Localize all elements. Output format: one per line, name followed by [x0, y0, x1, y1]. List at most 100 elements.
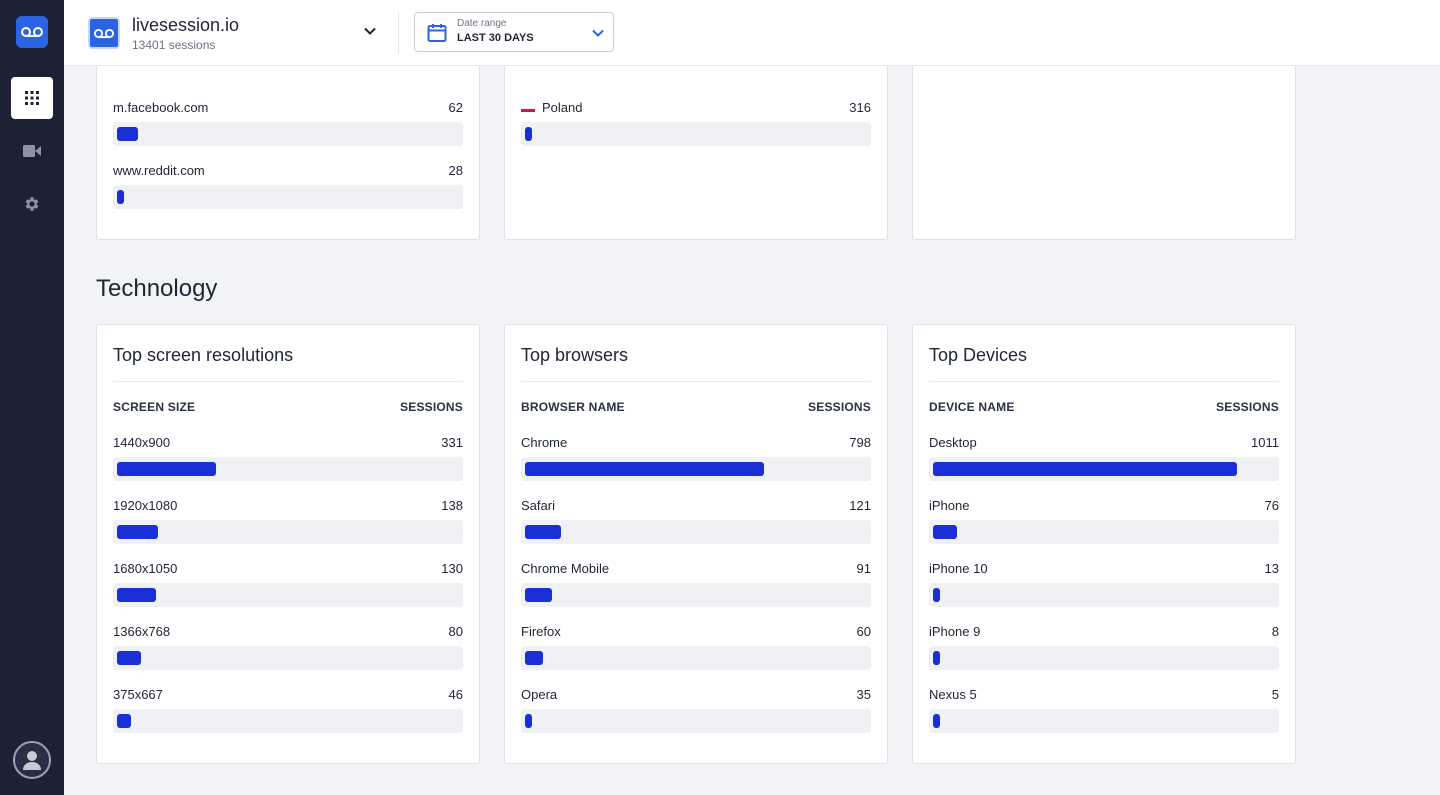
calendar-icon — [427, 24, 447, 42]
chevron-down-icon — [364, 27, 376, 35]
sidebar-item-dashboard[interactable] — [11, 77, 53, 119]
bar-track — [521, 583, 871, 607]
date-range-picker[interactable]: Date range LAST 30 DAYS — [414, 12, 614, 52]
list-item: Desktop 1011 — [929, 435, 1279, 493]
bar-fill — [117, 190, 124, 204]
bar-fill — [117, 525, 158, 539]
bar-fill — [933, 462, 1237, 476]
top-browsers-card: Top browsers BROWSER NAME SESSIONS Chrom… — [504, 324, 888, 764]
list-item: Poland 316 — [521, 100, 871, 158]
row-value: 130 — [441, 561, 463, 576]
countries-card: Poland 316 — [504, 24, 888, 240]
bar-fill — [117, 127, 138, 141]
list-item: Nexus 5 5 — [929, 687, 1279, 745]
list-item: Chrome Mobile 91 — [521, 561, 871, 619]
bar-fill — [933, 525, 957, 539]
list-item: iPhone 9 8 — [929, 624, 1279, 682]
row-label: Poland — [521, 100, 582, 115]
bar-track — [113, 185, 463, 209]
bar-fill — [117, 651, 141, 665]
bar-fill — [525, 651, 543, 665]
row-value: 28 — [448, 163, 463, 178]
bar-track — [113, 646, 463, 670]
card-title: Top Devices — [929, 345, 1028, 365]
date-range-label: Date range — [457, 18, 507, 29]
row-label: m.facebook.com — [113, 100, 209, 115]
column-header-name: DEVICE NAME — [929, 400, 1015, 414]
date-range-value: LAST 30 DAYS — [457, 32, 534, 44]
row-value: 80 — [448, 624, 463, 639]
row-value: 13 — [1264, 561, 1279, 576]
site-name: livesession.io — [132, 15, 240, 35]
bar-fill — [933, 588, 940, 602]
poland-flag-icon — [521, 105, 535, 113]
divider — [929, 381, 1279, 382]
list-item: 1366x768 80 — [113, 624, 463, 682]
bar-track — [521, 520, 871, 544]
bar-fill — [117, 462, 216, 476]
list-item: 375x667 46 — [113, 687, 463, 745]
list-item: Chrome 798 — [521, 435, 871, 493]
divider — [113, 381, 463, 382]
bar-track — [929, 646, 1279, 670]
list-item: iPhone 76 — [929, 498, 1279, 556]
row-value: 121 — [849, 498, 871, 513]
row-value: 35 — [856, 687, 871, 702]
empty-card — [912, 40, 1296, 240]
row-label: Opera — [521, 687, 558, 702]
bar-fill — [117, 588, 156, 602]
gear-icon — [25, 197, 39, 211]
site-session-count: 13401 sessions — [132, 38, 216, 52]
row-value: 5 — [1271, 687, 1279, 702]
list-item: Safari 121 — [521, 498, 871, 556]
voicemail-icon — [94, 28, 114, 38]
bar-track — [521, 122, 871, 146]
list-item: www.reddit.com 28 — [113, 163, 463, 221]
user-avatar[interactable] — [13, 741, 51, 779]
card-title: Top screen resolutions — [113, 345, 294, 365]
app-logo[interactable] — [16, 16, 48, 48]
bar-fill — [933, 651, 940, 665]
row-label: www.reddit.com — [113, 163, 205, 178]
list-item: 1920x1080 138 — [113, 498, 463, 556]
row-value: 46 — [448, 687, 463, 702]
video-camera-icon — [23, 145, 41, 157]
bar-fill — [117, 714, 131, 728]
list-item: 1440x900 331 — [113, 435, 463, 493]
chevron-down-icon — [592, 29, 604, 37]
site-switcher[interactable]: livesession.io 13401 sessions — [88, 15, 384, 52]
top-devices-card: Top Devices DEVICE NAME SESSIONS Desktop… — [912, 324, 1296, 764]
row-value: 60 — [856, 624, 871, 639]
row-label: iPhone 9 — [929, 624, 981, 639]
sidebar-item-settings[interactable] — [11, 183, 53, 225]
sidebar — [0, 0, 64, 795]
bar-track — [929, 457, 1279, 481]
voicemail-icon — [21, 27, 43, 37]
bar-track — [113, 457, 463, 481]
row-value: 798 — [849, 435, 871, 450]
referrers-card: m.facebook.com 62 www.reddit.com 28 — [96, 24, 480, 240]
bar-fill — [933, 714, 940, 728]
row-label: Safari — [521, 498, 555, 513]
bar-track — [521, 646, 871, 670]
grid-icon — [25, 91, 39, 105]
column-header-sessions: SESSIONS — [400, 400, 463, 414]
bar-track — [929, 583, 1279, 607]
column-header-name: SCREEN SIZE — [113, 400, 196, 414]
bar-fill — [525, 127, 532, 141]
bar-track — [521, 457, 871, 481]
row-label: Desktop — [929, 435, 977, 450]
row-value: 331 — [441, 435, 463, 450]
divider — [521, 381, 871, 382]
bar-fill — [525, 588, 552, 602]
list-item: 1680x1050 130 — [113, 561, 463, 619]
bar-track — [113, 583, 463, 607]
bar-fill — [525, 525, 561, 539]
column-header-sessions: SESSIONS — [808, 400, 871, 414]
sidebar-item-sessions[interactable] — [11, 130, 53, 172]
row-label: 1680x1050 — [113, 561, 178, 576]
country-name: Poland — [542, 100, 583, 115]
top-header: livesession.io 13401 sessions Date range… — [64, 0, 1440, 66]
row-label: 1440x900 — [113, 435, 171, 450]
row-value: 76 — [1264, 498, 1279, 513]
